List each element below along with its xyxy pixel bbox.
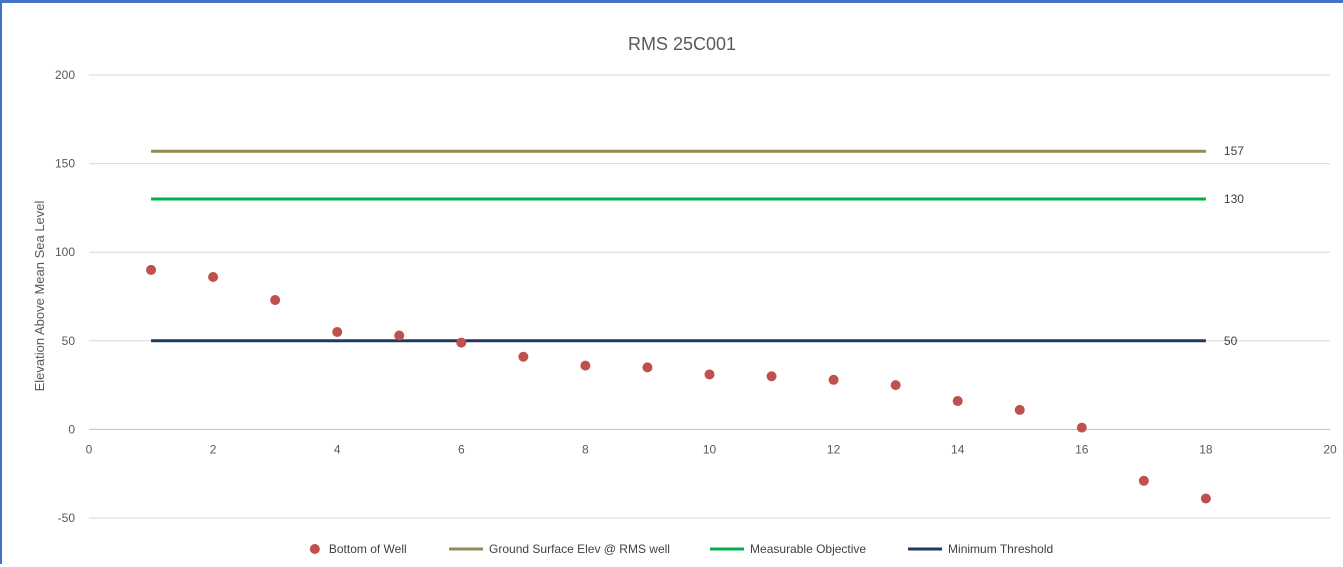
legend: Bottom of Well Ground Surface Elev @ RMS … <box>309 542 1053 556</box>
chart-title: RMS 25C001 <box>628 34 736 54</box>
data-point <box>332 326 343 337</box>
x-tick-label: 6 <box>458 442 465 456</box>
data-point <box>518 351 529 362</box>
data-point <box>456 337 467 348</box>
legend-swatch-0 <box>309 544 320 554</box>
data-point <box>642 362 653 373</box>
legend-label: Measurable Objective <box>750 542 866 556</box>
data-point <box>1014 404 1025 415</box>
y-tick-label: 50 <box>62 334 76 348</box>
data-label: 50 <box>1224 334 1238 348</box>
x-tick-label: 18 <box>1199 442 1213 456</box>
tick-labels: -50 0 50 100 150 200 0 2 4 6 8 10 12 14 16 18 20 <box>55 68 1337 525</box>
chart-svg: RMS 25C001 Elevation Above Mean Sea Leve… <box>32 34 1337 556</box>
data-point <box>146 264 157 275</box>
data-point <box>890 380 901 391</box>
x-tick-label: 0 <box>86 442 93 456</box>
data-point <box>952 396 963 407</box>
y-axis-title: Elevation Above Mean Sea Level <box>32 200 47 391</box>
data-label: 157 <box>1224 144 1244 158</box>
x-tick-label: 12 <box>827 442 841 456</box>
data-point <box>1200 493 1211 504</box>
scatter-points <box>146 264 1211 504</box>
data-point <box>1076 422 1087 433</box>
y-tick-label: -50 <box>58 511 76 525</box>
data-point <box>580 360 591 371</box>
x-tick-label: 8 <box>582 442 589 456</box>
x-tick-label: 4 <box>334 442 341 456</box>
legend-label: Bottom of Well <box>329 542 407 556</box>
legend-label: Minimum Threshold <box>948 542 1053 556</box>
x-tick-label: 2 <box>210 442 217 456</box>
data-point <box>704 369 715 380</box>
data-label: 130 <box>1224 192 1244 206</box>
line-end-labels: 157 130 50 <box>1224 144 1244 348</box>
legend-label: Ground Surface Elev @ RMS well <box>489 542 670 556</box>
x-tick-label: 20 <box>1323 442 1337 456</box>
data-point <box>1138 475 1149 486</box>
data-point <box>394 330 405 341</box>
data-point <box>766 371 777 382</box>
data-point <box>828 374 839 385</box>
y-tick-label: 200 <box>55 68 75 82</box>
x-tick-label: 14 <box>951 442 965 456</box>
threshold-lines <box>151 149 1206 343</box>
x-tick-label: 16 <box>1075 442 1089 456</box>
y-tick-label: 150 <box>55 157 75 171</box>
x-tick-label: 10 <box>703 442 717 456</box>
y-tick-label: 0 <box>68 422 75 436</box>
data-point <box>208 272 219 283</box>
data-point <box>270 295 281 306</box>
y-tick-label: 100 <box>55 245 75 259</box>
